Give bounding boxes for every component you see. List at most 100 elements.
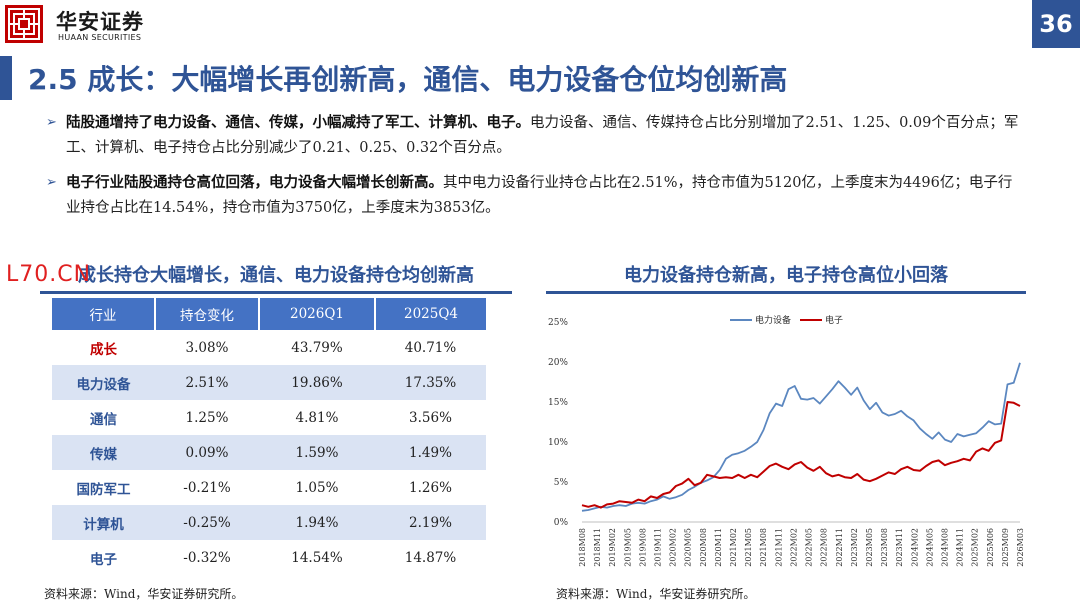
holdings-table: 行业 持仓变化 2026Q1 2025Q4 成长 3.08% 43.79% 40… xyxy=(52,298,486,575)
x-tick-label: 2024M02 xyxy=(910,528,919,567)
bullet-bold: 陆股通增持了电力设备、通信、传媒，小幅减持了军工、计算机、电子。 xyxy=(66,114,530,131)
industry-cell: 传媒 xyxy=(52,435,155,470)
chart-title-rule xyxy=(546,291,1026,294)
q4-cell: 17.35% xyxy=(375,365,486,400)
right-source-note: 资料来源：Wind，华安证券研究所。 xyxy=(556,587,756,601)
q1-cell: 19.86% xyxy=(259,365,375,400)
y-tick-label: 0% xyxy=(554,518,569,528)
y-tick-label: 15% xyxy=(548,398,568,408)
bullet-point: ➢ 陆股通增持了电力设备、通信、传媒，小幅减持了军工、计算机、电子。电力设备、通… xyxy=(46,110,1026,161)
title-accent-bar xyxy=(0,56,12,100)
q1-cell: 43.79% xyxy=(291,339,343,356)
x-tick-label: 2022M08 xyxy=(820,528,829,567)
industry-cell: 电子 xyxy=(90,551,117,568)
x-tick-label: 2021M11 xyxy=(774,528,783,567)
y-tick-label: 5% xyxy=(554,478,569,488)
header-industry: 行业 xyxy=(52,298,156,330)
table-title: 成长持仓大幅增长，通信、电力设备持仓均创新高 xyxy=(78,265,474,286)
table-row: 电子 -0.32% 14.54% 14.87% xyxy=(52,540,486,575)
change-cell: -0.32% xyxy=(183,549,231,566)
huaan-logo-icon xyxy=(5,5,43,43)
x-tick-label: 2018M11 xyxy=(593,528,602,567)
x-tick-label: 2020M11 xyxy=(714,528,723,567)
q4-cell: 2.19% xyxy=(375,505,486,540)
table-row: 国防军工 -0.21% 1.05% 1.26% xyxy=(52,470,486,505)
x-tick-label: 2021M05 xyxy=(744,528,753,567)
q1-cell: 1.94% xyxy=(259,505,375,540)
q1-cell: 14.54% xyxy=(291,549,343,566)
y-tick-label: 10% xyxy=(548,438,568,448)
bullet-body: 电力设备、通信、传媒持仓占比分别增加了2.51、1.25、0.09个百分点；军工… xyxy=(66,115,1019,156)
bullet-arrow-icon: ➢ xyxy=(46,115,57,130)
brand-name-cn: 华安证券 xyxy=(56,9,144,34)
bullet-point: ➢ 电子行业陆股通持仓高位回落，电力设备大幅增长创新高。其中电力设备行业持仓占比… xyxy=(46,170,1026,221)
header-change: 持仓变化 xyxy=(155,298,260,330)
x-tick-label: 2021M02 xyxy=(729,528,738,567)
x-tick-label: 2024M11 xyxy=(956,528,965,567)
change-cell: 0.09% xyxy=(155,435,259,470)
x-tick-label: 2020M02 xyxy=(669,528,678,567)
x-tick-label: 2019M08 xyxy=(638,528,647,567)
x-tick-label: 2020M08 xyxy=(699,528,708,567)
x-tick-label: 2022M05 xyxy=(805,528,814,567)
q4-cell: 1.26% xyxy=(409,479,452,496)
table-row: 成长 3.08% 43.79% 40.71% xyxy=(52,330,486,365)
legend-label: 电子 xyxy=(825,314,843,326)
q4-cell: 14.87% xyxy=(404,549,457,566)
x-tick-label: 2024M05 xyxy=(925,528,934,567)
industry-cell: 计算机 xyxy=(52,505,155,540)
chart-title: 电力设备持仓新高，电子持仓高位小回落 xyxy=(624,265,948,286)
bullet-text: 陆股通增持了电力设备、通信、传媒，小幅减持了军工、计算机、电子。电力设备、通信、… xyxy=(46,110,1026,161)
electronics-series-line xyxy=(581,401,1021,509)
x-tick-label: 2022M11 xyxy=(835,528,844,567)
bullet-body: 其中电力设备行业持仓占比在2.51%，持仓市值为5120亿，上季度末为4496亿… xyxy=(66,175,1013,216)
industry-cell: 通信 xyxy=(90,411,117,428)
watermark: L70.CN xyxy=(6,262,92,287)
bullet-bold: 电子行业陆股通持仓高位回落，电力设备大幅增长创新高。 xyxy=(66,174,443,191)
legend-label: 电力设备 xyxy=(755,314,791,326)
table-row: 电力设备 2.51% 19.86% 17.35% xyxy=(52,365,486,400)
x-tick-label: 2019M11 xyxy=(654,528,663,567)
q4-cell: 3.56% xyxy=(409,409,452,426)
change-cell: 3.08% xyxy=(185,339,229,356)
header-2025q4: 2025Q4 xyxy=(375,298,486,330)
x-tick-label: 2023M02 xyxy=(850,528,859,567)
header-2026q1: 2026Q1 xyxy=(259,298,376,330)
q4-cell: 40.71% xyxy=(404,339,457,356)
q4-cell: 1.49% xyxy=(375,435,486,470)
change-cell: -0.25% xyxy=(155,505,259,540)
industry-cell: 电力设备 xyxy=(52,365,155,400)
page-title: 2.5 成长：大幅增长再创新高，通信、电力设备仓位均创新高 xyxy=(28,63,788,96)
q1-cell: 1.05% xyxy=(295,479,339,496)
x-tick-label: 2020M05 xyxy=(684,528,693,567)
x-tick-label: 2024M08 xyxy=(940,528,949,567)
page-number: 36 xyxy=(1032,0,1080,48)
change-cell: -0.21% xyxy=(183,479,231,496)
left-source-note: 资料来源：Wind，华安证券研究所。 xyxy=(44,587,244,601)
table-row: 通信 1.25% 4.81% 3.56% xyxy=(52,400,486,435)
change-cell: 1.25% xyxy=(185,409,229,426)
x-tick-label: 2018M08 xyxy=(578,528,587,567)
x-tick-label: 2023M11 xyxy=(895,528,904,567)
table-title-rule xyxy=(40,291,512,294)
bullet-arrow-icon: ➢ xyxy=(46,175,57,190)
bullet-text: 电子行业陆股通持仓高位回落，电力设备大幅增长创新高。其中电力设备行业持仓占比在2… xyxy=(46,170,1026,221)
holdings-line-chart: 0% 5% 10% 15% 20% 25% 2018M08 2018M11 2019M02 201… xyxy=(548,314,1025,567)
power-equipment-series-line xyxy=(581,362,1021,512)
x-tick-label: 2025M06 xyxy=(986,528,995,567)
x-tick-label: 2023M08 xyxy=(880,528,889,567)
y-tick-label: 25% xyxy=(548,318,568,328)
x-tick-label: 2023M05 xyxy=(865,528,874,567)
y-tick-label: 20% xyxy=(548,358,568,368)
x-tick-label: 2025M02 xyxy=(971,528,980,567)
q1-cell: 4.81% xyxy=(295,409,339,426)
table-row: 传媒 0.09% 1.59% 1.49% xyxy=(52,435,486,470)
table-row: 计算机 -0.25% 1.94% 2.19% xyxy=(52,505,486,540)
brand-name-en: HUAAN SECURITIES xyxy=(58,33,142,42)
x-tick-label: 2022M02 xyxy=(789,528,798,567)
x-tick-label: 2026M03 xyxy=(1016,528,1025,567)
change-cell: 2.51% xyxy=(155,365,259,400)
x-tick-label: 2021M08 xyxy=(759,528,768,567)
industry-cell: 国防军工 xyxy=(76,481,131,498)
x-tick-label: 2019M02 xyxy=(608,528,617,567)
